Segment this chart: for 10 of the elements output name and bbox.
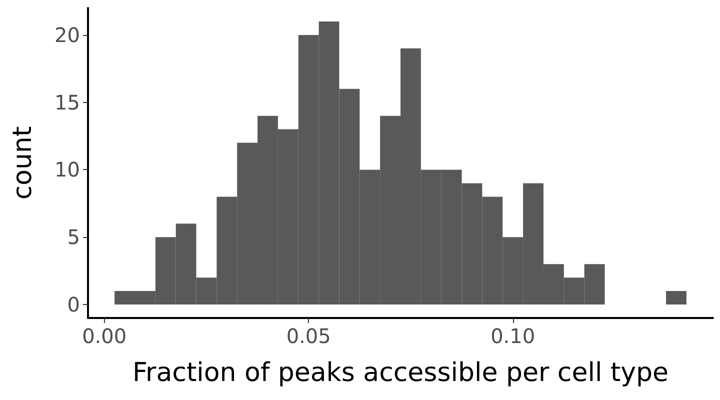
x-tick-label: 0.10 <box>490 324 536 348</box>
y-tick-label: 5 <box>67 225 80 250</box>
y-tick-label: 20 <box>54 22 80 47</box>
y-axis-title: count <box>8 126 38 200</box>
y-tick-label: 0 <box>67 292 80 317</box>
y-tick-label: 10 <box>54 158 80 182</box>
x-tick-label: 0.00 <box>82 324 127 348</box>
x-tick-label: 0.05 <box>286 324 331 348</box>
x-axis-title: Fraction of peaks accessible per cell type <box>132 358 669 388</box>
y-tick-label: 15 <box>54 90 80 114</box>
